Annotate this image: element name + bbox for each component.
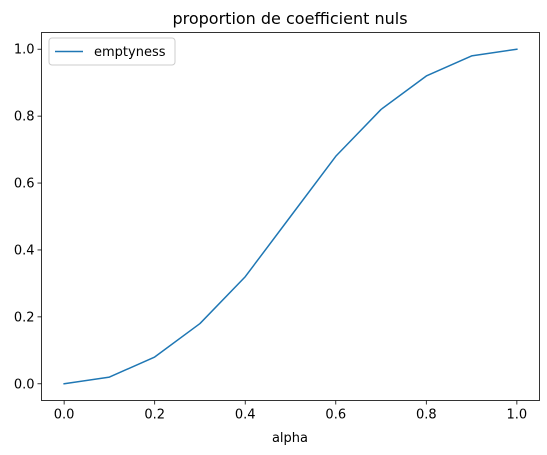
legend-box bbox=[48, 37, 176, 66]
legend-label: emptyness bbox=[94, 45, 166, 60]
y-tick-label: 0.6 bbox=[14, 177, 35, 192]
y-tick-label: 0.8 bbox=[14, 110, 35, 125]
chart-title: proportion de coefficient nuls bbox=[172, 9, 407, 28]
y-tick-label: 0.0 bbox=[14, 377, 35, 392]
x-tick-label: 0.6 bbox=[325, 408, 346, 423]
y-tick-label: 0.2 bbox=[14, 310, 35, 325]
plot-frame bbox=[41, 32, 540, 401]
y-axis: 0.0 0.2 0.4 0.6 0.8 1.0 bbox=[14, 43, 42, 392]
x-tick-label: 0.2 bbox=[144, 408, 165, 423]
series-layer bbox=[63, 48, 518, 385]
y-tick-label: 1.0 bbox=[14, 43, 35, 58]
y-tick-label: 0.4 bbox=[14, 243, 35, 258]
x-tick-label: 0.8 bbox=[416, 408, 437, 423]
legend: emptyness bbox=[48, 37, 176, 66]
x-tick-label: 0.4 bbox=[235, 408, 256, 423]
x-axis: 0.0 0.2 0.4 0.6 0.8 1.0 bbox=[54, 400, 528, 423]
x-tick-label: 1.0 bbox=[507, 408, 528, 423]
x-axis-label: alpha bbox=[272, 431, 308, 446]
x-tick-label: 0.0 bbox=[54, 408, 75, 423]
series-line bbox=[63, 48, 518, 385]
